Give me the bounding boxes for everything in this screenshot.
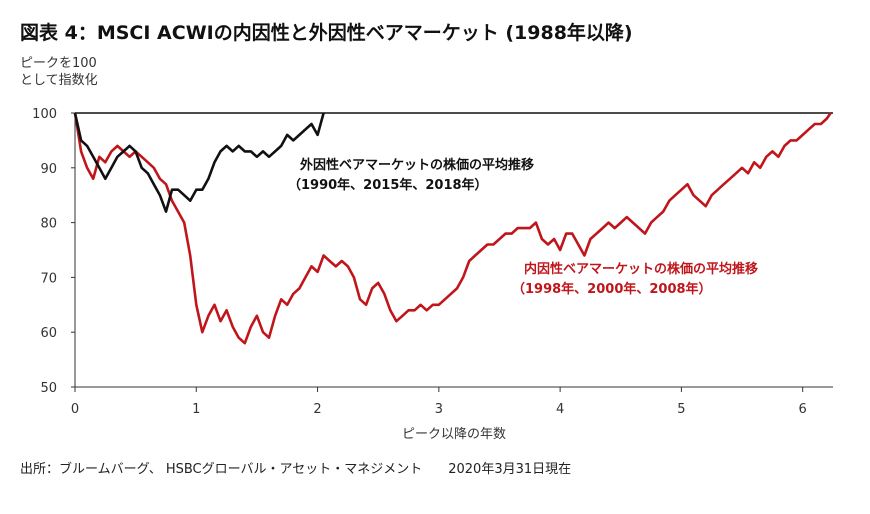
x-tick-label: 0 — [71, 402, 79, 417]
source-note: 出所：ブルームバーグ、 HSBCグローバル・アセット・マネジメント 2020年3… — [20, 462, 572, 477]
y-tick-label: 80 — [40, 217, 57, 232]
x-tick-label: 2 — [313, 402, 321, 417]
x-tick-label: 5 — [677, 402, 685, 417]
y-tick-label: 100 — [32, 107, 57, 122]
series-group — [73, 112, 832, 345]
x-tick-label: 1 — [192, 402, 200, 417]
x-axis-title: ピーク以降の年数 — [402, 427, 506, 442]
x-ticks: 0 1 2 3 4 5 6 — [71, 387, 807, 417]
annotation-endogenous-line2: （1998年、2000年、2008年） — [512, 281, 712, 297]
annotation-exogenous-line1: 外因性ベアマーケットの株価の平均推移 — [299, 157, 534, 173]
y-unit-line2: として指数化 — [20, 73, 98, 88]
series-endogenous-line — [73, 112, 832, 345]
y-tick-label: 50 — [40, 381, 57, 396]
y-ticks: 50 60 70 80 90 100 — [32, 107, 75, 396]
axes — [74, 112, 833, 388]
annotation-exogenous-line2: （1990年、2015年、2018年） — [288, 177, 488, 193]
series-exogenous-line — [73, 112, 325, 213]
y-unit-line1: ピークを100 — [20, 56, 97, 71]
y-tick-label: 70 — [40, 271, 57, 286]
y-tick-label: 90 — [40, 162, 57, 177]
chart-title: 図表 4：MSCI ACWIの内因性と外因性ベアマーケット (1988年以降) — [20, 22, 633, 44]
annotation-endogenous-line1: 内因性ベアマーケットの株価の平均推移 — [524, 261, 758, 277]
y-unit-label: ピークを100 として指数化 — [20, 55, 98, 89]
x-tick-label: 4 — [556, 402, 564, 417]
x-tick-label: 6 — [799, 402, 807, 417]
x-tick-label: 3 — [435, 402, 443, 417]
y-tick-label: 60 — [40, 326, 57, 341]
